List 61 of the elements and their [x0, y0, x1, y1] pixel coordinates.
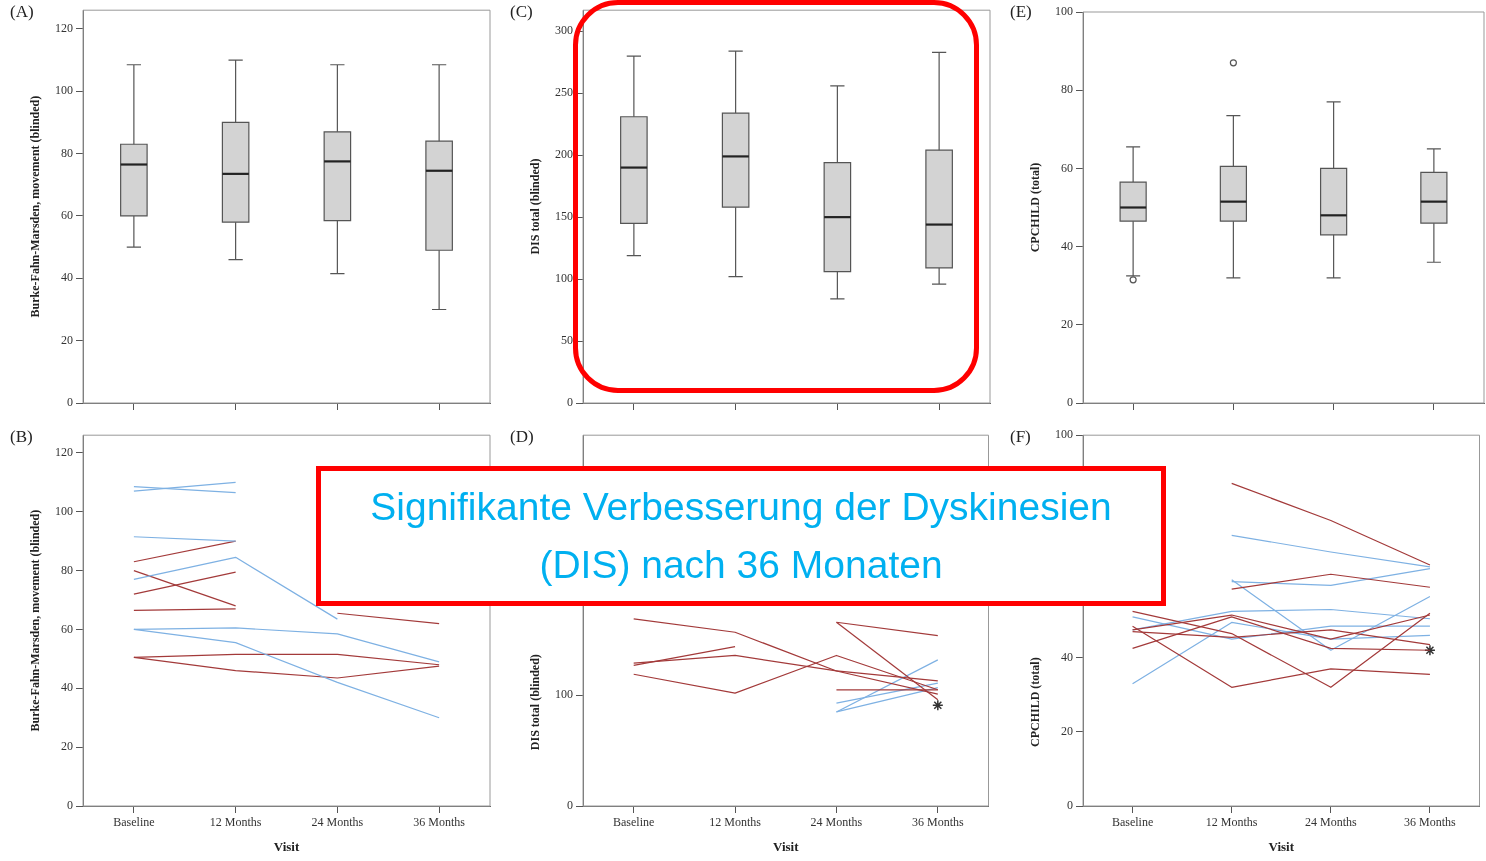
y-tick-label: 100: [555, 687, 573, 702]
y-tick-label: 40: [61, 680, 73, 695]
y-tick-label: 100: [1055, 427, 1073, 442]
y-tick-label: 150: [555, 209, 573, 224]
y-tick-label: 300: [555, 23, 573, 38]
chart-title: (D): [510, 427, 534, 447]
x-tick-label: 24 Months: [311, 815, 364, 830]
y-axis-title: DIS total (blinded): [528, 158, 543, 255]
y-tick-label: 120: [55, 445, 73, 460]
y-tick-label: 20: [61, 739, 73, 754]
annotation: Signifikante Verbesserung der Dyskinesien (DIS) nach 36 Monaten: [316, 466, 1166, 606]
y-tick-label: 40: [1061, 649, 1073, 664]
y-tick-label: 250: [555, 85, 573, 100]
y-tick-label: 20: [1061, 724, 1073, 738]
x-tick-label: 24 Months: [810, 815, 863, 830]
chart-title: (E): [1010, 2, 1032, 22]
y-tick-label: 0: [67, 798, 73, 813]
y-tick-label: 200: [555, 147, 573, 162]
x-tick-label: Baseline: [1111, 815, 1154, 830]
x-tick-label: 36 Months: [413, 815, 466, 830]
y-tick-label: 0: [1067, 395, 1073, 410]
y-tick-label: 60: [61, 208, 73, 223]
y-tick-label: 60: [1061, 160, 1073, 175]
y-axis-title: CPCHILD (total): [1028, 162, 1043, 253]
chart-title: (F): [1010, 427, 1031, 447]
y-tick-label: 40: [1061, 238, 1073, 253]
y-tick-label: 120: [55, 21, 73, 36]
y-axis-title: CPCHILD (total): [1028, 657, 1043, 747]
x-tick-label: Baseline: [613, 815, 655, 830]
chart-title: (A): [10, 2, 34, 22]
y-axis-title: DIS total (blinded): [528, 654, 543, 751]
y-tick-label: 0: [567, 395, 573, 410]
x-tick-label: 24 Months: [1304, 815, 1357, 830]
y-tick-label: 40: [61, 270, 73, 285]
x-tick-label: 36 Months: [1404, 815, 1457, 830]
x-tick-label: 12 Months: [709, 815, 762, 830]
x-axis-title: Visit: [273, 838, 300, 854]
x-tick-label: Baseline: [113, 815, 155, 830]
y-tick-label: 80: [61, 562, 73, 577]
y-tick-label: 80: [61, 145, 73, 160]
y-axis-title: Burke-Fahn-Marsden, movement (blinded): [28, 509, 43, 732]
y-tick-label: 0: [67, 395, 73, 410]
x-tick-label: 12 Months: [209, 815, 262, 830]
y-tick-label: 60: [61, 621, 73, 636]
chart-title: (B): [10, 427, 33, 447]
x-tick-label: 12 Months: [1205, 815, 1258, 830]
x-axis-title: Visit: [772, 838, 800, 854]
y-tick-label: 0: [1067, 798, 1073, 813]
y-tick-label: 20: [61, 332, 73, 347]
x-tick-label: 36 Months: [911, 815, 964, 830]
y-tick-label: 100: [1055, 4, 1073, 19]
y-tick-label: 100: [55, 503, 73, 518]
y-tick-label: 100: [555, 271, 573, 286]
y-tick-label: 20: [1061, 316, 1073, 331]
x-axis-title: Visit: [1268, 838, 1295, 854]
y-tick-label: 100: [55, 83, 73, 98]
y-tick-label: 0: [567, 798, 573, 813]
y-axis-title: Burke-Fahn-Marsden, movement (blinded): [28, 95, 43, 318]
y-tick-label: 80: [1061, 82, 1073, 97]
y-tick-label: 50: [561, 333, 573, 348]
chart-title: (C): [510, 2, 533, 22]
